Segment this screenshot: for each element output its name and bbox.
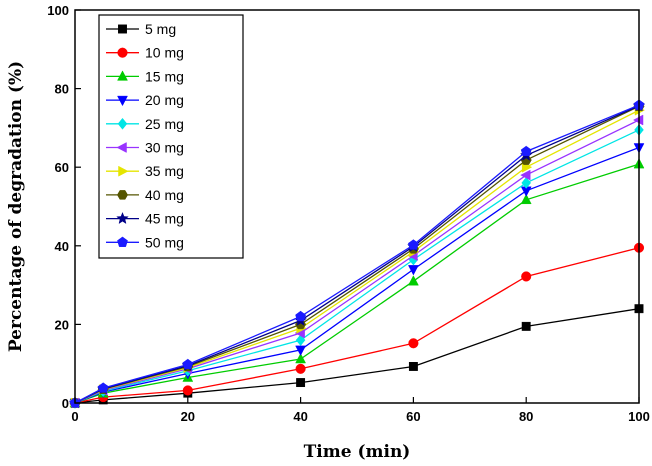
- data-point: [408, 362, 418, 371]
- data-point: [521, 321, 531, 331]
- data-point: [296, 378, 306, 388]
- data-point: [182, 358, 194, 370]
- legend-marker: [117, 190, 128, 200]
- legend-label: 25 mg: [145, 116, 184, 132]
- legend-label: 45 mg: [145, 211, 184, 227]
- data-point: [408, 239, 419, 250]
- legend-marker: [117, 117, 128, 130]
- data-point: [520, 193, 532, 205]
- legend-marker: [117, 95, 128, 107]
- legend-marker: [117, 47, 128, 58]
- data-point: [520, 169, 531, 181]
- legend-label: 50 mg: [145, 234, 184, 250]
- legend-label: 10 mg: [145, 45, 184, 61]
- data-point: [407, 275, 419, 286]
- legend-item: 10 mg: [106, 45, 184, 61]
- legend-label: 30 mg: [145, 140, 184, 156]
- x-tick-label: 0: [71, 409, 78, 424]
- y-tick-label: 100: [47, 3, 69, 18]
- legend-item: 35 mg: [106, 163, 184, 179]
- legend-item: 25 mg: [106, 116, 184, 132]
- x-tick-label: 20: [181, 409, 195, 424]
- legend-marker: [117, 70, 128, 81]
- y-axis-title: Percentage of degradation (%): [6, 61, 26, 352]
- data-point: [520, 145, 532, 157]
- x-tick-label: 40: [293, 409, 307, 424]
- legend-marker: [116, 142, 127, 153]
- legend-marker: [118, 165, 129, 177]
- legend-label: 35 mg: [145, 163, 184, 179]
- legend-label: 40 mg: [145, 187, 184, 203]
- x-tick-label: 60: [406, 409, 420, 424]
- data-point: [407, 265, 419, 276]
- x-tick-label: 100: [628, 409, 650, 424]
- legend-label: 15 mg: [145, 68, 184, 84]
- legend-item: 45 mg: [106, 211, 184, 227]
- plot-frame: [74, 9, 640, 404]
- data-point: [182, 385, 193, 396]
- y-tick-label: 20: [55, 317, 69, 332]
- y-tick-label: 40: [55, 239, 69, 254]
- legend-label: 20 mg: [145, 92, 184, 108]
- data-point: [521, 177, 532, 189]
- y-tick-label: 0: [62, 396, 69, 411]
- data-point: [295, 310, 306, 322]
- legend-label: 5 mg: [145, 21, 176, 37]
- legend-marker: [118, 24, 127, 34]
- data-point: [521, 271, 532, 282]
- data-point: [295, 352, 307, 364]
- legend-item: 30 mg: [106, 140, 184, 156]
- legend-item: 20 mg: [106, 92, 184, 108]
- legend-item: 5 mg: [106, 21, 176, 37]
- data-point: [408, 338, 419, 349]
- legend-marker: [117, 236, 128, 247]
- y-tick-label: 80: [55, 82, 69, 97]
- legend-item: 15 mg: [106, 68, 184, 84]
- data-point: [295, 363, 306, 374]
- y-tick-label: 60: [55, 160, 69, 175]
- legend-item: 40 mg: [106, 187, 184, 203]
- x-tick-label: 80: [519, 409, 533, 424]
- x-axis-title: Time (min): [304, 442, 411, 462]
- legend-marker: [116, 211, 129, 225]
- data-point: [97, 382, 109, 393]
- legend-item: 50 mg: [106, 234, 184, 250]
